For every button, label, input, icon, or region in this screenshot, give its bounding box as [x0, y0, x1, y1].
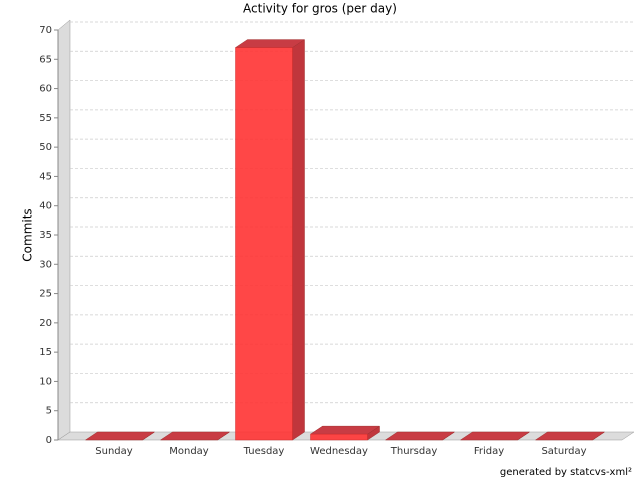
y-tick-label: 50	[39, 142, 52, 153]
y-tick-label: 30	[39, 259, 52, 270]
bar-top	[84, 431, 156, 441]
y-tick-label: 40	[39, 201, 52, 212]
y-axis-label: Commits	[21, 208, 35, 261]
x-tick-label: Monday	[169, 446, 209, 457]
bar-top	[309, 425, 381, 435]
bar	[234, 39, 306, 441]
bar-front	[235, 47, 293, 441]
bar	[309, 425, 381, 441]
y-tick-label: 25	[39, 289, 52, 300]
bar-top	[534, 431, 606, 441]
bar-top	[384, 431, 456, 441]
bar	[159, 431, 231, 441]
y-tick-label: 70	[39, 25, 52, 36]
y-tick-label: 45	[39, 171, 52, 182]
y-tick-label: 0	[46, 435, 52, 446]
bar-side	[292, 39, 305, 441]
bar-top	[159, 431, 231, 441]
footer: generated by statcvs-xml²	[500, 467, 632, 478]
x-tick-label: Sunday	[95, 446, 132, 457]
bar	[459, 431, 531, 441]
bar-top	[234, 39, 306, 48]
x-tick-label: Tuesday	[243, 446, 285, 457]
y-tick-label: 20	[39, 318, 52, 329]
chart-title: Activity for gros (per day)	[243, 2, 397, 16]
left-wall	[57, 19, 71, 441]
plot: 0 5 10 15 20 25 30 35 40 45 50 55 60 65 70 Sunday Monday…	[39, 21, 634, 457]
x-tick-label: Thursday	[390, 446, 438, 457]
y-tick-label: 15	[39, 347, 52, 358]
bar-front	[310, 433, 368, 441]
y-tick-label: 5	[46, 406, 52, 417]
bar	[534, 431, 606, 441]
bar	[84, 431, 156, 441]
x-tick-label: Wednesday	[310, 446, 368, 457]
y-tick-label: 35	[39, 230, 52, 241]
x-tick-label: Saturday	[541, 446, 586, 457]
x-tick-label: Friday	[474, 446, 504, 457]
y-tick-label: 65	[39, 54, 52, 65]
bar-top	[459, 431, 531, 441]
y-tick-label: 10	[39, 376, 52, 387]
y-tick-label: 55	[39, 113, 52, 124]
bar	[384, 431, 456, 441]
y-tick-label: 60	[39, 84, 52, 95]
